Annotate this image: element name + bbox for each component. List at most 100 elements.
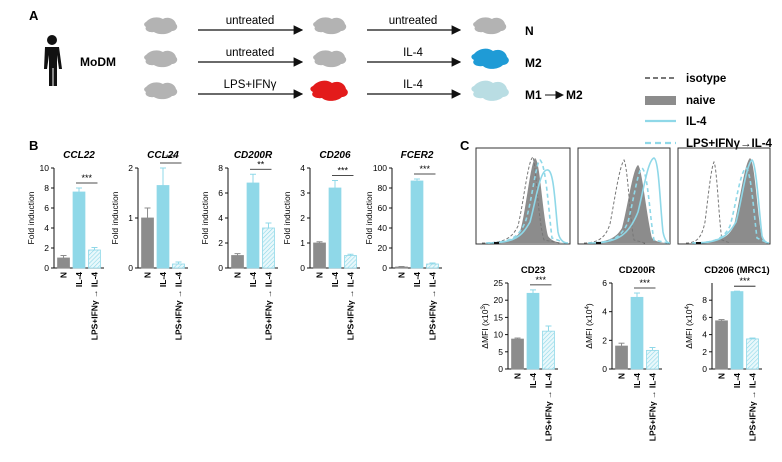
protocol-row: untreated IL-4 M2	[144, 47, 542, 70]
bar	[526, 292, 540, 370]
bar	[730, 291, 744, 370]
category-label: LPS+IFNγ → IL-4	[345, 272, 355, 341]
tick-label: 2	[44, 243, 49, 253]
tick-label: 8	[702, 295, 707, 305]
tick-label: 10	[40, 163, 50, 173]
tick-label: 0	[498, 364, 503, 374]
chart-title: CCL22	[63, 150, 95, 161]
category-label: LPS+IFNγ → IL-4	[647, 373, 657, 442]
bar-chart: CD23 0 5 10 15 20 25 ΔMFI (x103) N IL-4 LPS+IFNγ →…	[480, 265, 558, 441]
bar	[715, 320, 728, 370]
category-label: N	[397, 272, 407, 278]
category-label: IL-4	[248, 272, 258, 287]
tick-label: 0	[300, 263, 305, 273]
chart-title: CD23	[521, 265, 545, 276]
tick-label: 2	[128, 163, 133, 173]
panel-b-label: B	[29, 138, 38, 153]
category-label: N	[59, 272, 69, 278]
bar-chart: FCER2 0 20 40 60 80 100 Fold induction N IL-4 LPS+…	[364, 150, 442, 340]
tick-label: 4	[44, 223, 49, 233]
chart-title: CD200R	[234, 150, 273, 161]
step-label: IL-4	[403, 47, 423, 59]
bar-chart: CD200R 0 2 4 6 8 Fold induction N IL-4 LPS+IFNγ →…	[200, 150, 278, 340]
chart-title: FCER2	[401, 150, 434, 161]
outcome-label: M2	[525, 56, 542, 70]
significance-label: ***	[419, 164, 430, 174]
legend-label: isotype	[686, 73, 726, 85]
tick-label: 10	[494, 330, 504, 340]
tick-label: 15	[494, 312, 504, 322]
category-label: N	[717, 373, 727, 379]
cell-blob	[471, 80, 509, 101]
cell-blob	[313, 17, 347, 35]
tick-label: 5	[498, 347, 503, 357]
category-label: IL-4	[412, 272, 422, 287]
significance-label: **	[257, 159, 265, 169]
bar-chart: CD200R 0 2 4 6 ΔMFI (x104) N IL-4 LPS+IFNγ → IL-…	[584, 265, 662, 441]
tick-label: 0	[702, 364, 707, 374]
cell-blob	[473, 17, 507, 35]
tick-label: 60	[378, 203, 388, 213]
category-label: IL-4	[732, 373, 742, 388]
category-label: IL-4	[528, 373, 538, 388]
legend-label: LPS+IFNγ→IL-4	[686, 138, 773, 150]
significance-label: ***	[337, 166, 348, 176]
tick-label: 4	[218, 213, 223, 223]
bar	[511, 338, 524, 370]
cell-blob	[310, 80, 348, 101]
bar-chart: CCL22 0 2 4 6 8 10 Fold induction N IL-4 LPS+IFNγ …	[26, 150, 104, 340]
bar	[156, 185, 170, 269]
chart-title: CCL24	[147, 150, 179, 161]
y-axis-label: Fold induction	[282, 191, 292, 244]
cell-blob	[313, 50, 347, 68]
tick-label: 4	[602, 307, 607, 317]
y-axis-label: Fold induction	[26, 191, 36, 244]
chart-title: CD206	[319, 150, 351, 161]
tick-label: 3	[300, 188, 305, 198]
flow-histogram	[677, 147, 771, 245]
category-label: LPS+IFNγ → IL-4	[89, 272, 99, 341]
bar	[88, 249, 101, 269]
bar	[328, 187, 342, 269]
category-label: N	[315, 272, 325, 278]
outcome-label: M2	[566, 88, 583, 102]
human-icon	[44, 35, 62, 86]
y-axis-label: ΔMFI (x104)	[684, 303, 694, 349]
step-label: untreated	[226, 47, 275, 59]
category-label: LPS+IFNγ → IL-4	[543, 373, 553, 442]
legend-label: naive	[686, 95, 715, 107]
step-label: untreated	[226, 15, 275, 27]
step-label: IL-4	[403, 79, 423, 91]
category-label: LPS+IFNγ → IL-4	[173, 272, 183, 341]
bar	[231, 255, 244, 269]
bar	[72, 191, 86, 269]
bar	[141, 217, 154, 269]
modm-label: MoDM	[80, 55, 116, 69]
significance-label: ***	[739, 276, 750, 286]
step-label: LPS+IFNγ	[224, 79, 277, 91]
category-label: LPS+IFNγ → IL-4	[427, 272, 437, 341]
y-axis-label: Fold induction	[364, 191, 374, 244]
category-label: IL-4	[632, 373, 642, 388]
bar-chart: CD206 0 1 2 3 4 Fold induction N IL-4 LPS+IFNγ → …	[282, 150, 360, 340]
tick-label: 0	[218, 263, 223, 273]
category-label: IL-4	[158, 272, 168, 287]
outcome-label: N	[525, 24, 534, 38]
tick-label: 40	[378, 223, 388, 233]
tick-label: 1	[128, 213, 133, 223]
bar	[410, 180, 424, 269]
tick-label: 0	[44, 263, 49, 273]
bar	[542, 330, 555, 370]
histogram-row	[475, 147, 771, 245]
significance-label: ***	[639, 278, 650, 288]
category-label: LPS+IFNγ → IL-4	[747, 373, 757, 442]
bar	[746, 338, 759, 370]
cell-blob	[144, 17, 178, 35]
bar	[630, 296, 644, 370]
panel-a: A MoDM untreated untreated N untreated I…	[29, 8, 583, 102]
tick-label: 1	[300, 238, 305, 248]
tick-label: 0	[602, 364, 607, 374]
tick-label: 2	[218, 238, 223, 248]
